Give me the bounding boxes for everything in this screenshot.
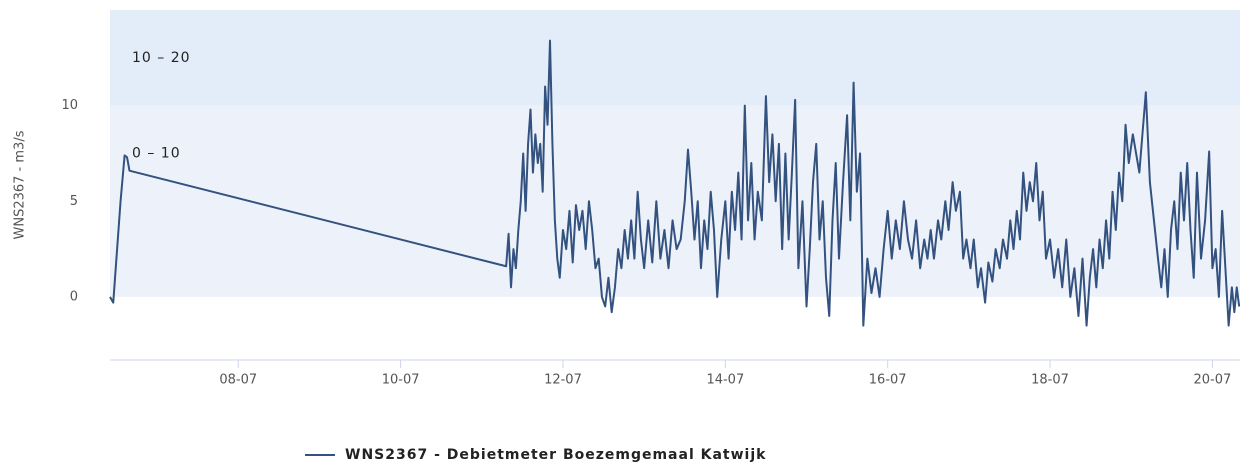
plot-band (110, 105, 1240, 297)
y-tick-label: 0 (70, 289, 78, 304)
x-tick-label: 10-07 (382, 373, 420, 388)
legend-text: WNS2367 - Debietmeter Boezemgemaal Katwi… (345, 447, 766, 463)
x-tick-label: 12-07 (544, 373, 582, 388)
x-tick-label: 16-07 (869, 373, 907, 388)
x-tick-label: 08-07 (219, 373, 257, 388)
x-tick-label: 14-07 (706, 373, 744, 388)
x-tick-label: 18-07 (1031, 373, 1069, 388)
band-label: 10 – 20 (132, 50, 191, 66)
band-label: 0 – 10 (132, 146, 181, 162)
y-tick-label: 5 (70, 194, 78, 209)
y-axis-label: WNS2367 - m3/s (13, 130, 28, 239)
data-line (109, 39, 1240, 327)
y-tick-label: 10 (61, 98, 78, 113)
plot-band (110, 10, 1240, 106)
x-tick-label: 20-07 (1194, 373, 1232, 388)
